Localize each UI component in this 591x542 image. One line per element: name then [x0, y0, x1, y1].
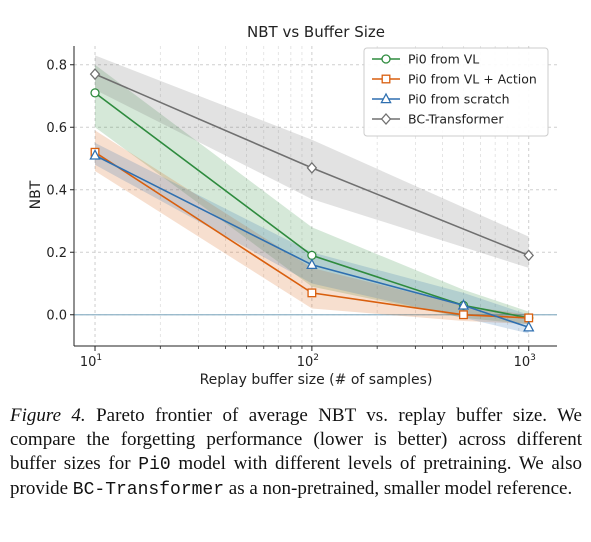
- data-point: [90, 88, 100, 98]
- data-point: [307, 288, 317, 298]
- data-point: [457, 298, 470, 310]
- legend-entry-label: Pi0 from VL + Action: [408, 72, 537, 87]
- caption-code-term: Pi0: [138, 455, 171, 475]
- data-point: [306, 161, 318, 174]
- confidence-band: [95, 130, 529, 325]
- y-tick-label: 0.2: [46, 246, 67, 261]
- y-tick-label: 0.0: [46, 308, 67, 323]
- data-point: [89, 148, 101, 160]
- x-tick-base: 10: [297, 355, 314, 370]
- legend-entry-label: Pi0 from scratch: [408, 92, 510, 107]
- legend-entry-label: Pi0 from VL: [408, 52, 479, 67]
- legend-marker: [380, 113, 392, 125]
- data-point: [307, 250, 317, 261]
- data-point: [523, 249, 535, 262]
- x-tick-base: 10: [80, 355, 97, 370]
- caption-code-term: BC-Transformer: [72, 480, 225, 500]
- series-line: [94, 154, 529, 329]
- data-point: [459, 310, 468, 320]
- y-tick-label: 0.4: [46, 183, 67, 198]
- legend-frame: [363, 47, 549, 137]
- chart-figure: NBT vs Buffer Size Replay buffer size (#…: [28, 23, 557, 388]
- figure-caption: Figure 4. Pareto frontier of average NBT…: [10, 404, 582, 502]
- x-tick-exponent: 1: [96, 353, 102, 363]
- caption-body: Pareto frontier of average NBT vs. repla…: [10, 405, 582, 500]
- data-point: [306, 258, 318, 270]
- confidence-band: [95, 64, 529, 325]
- x-tick-exponent: 2: [313, 353, 319, 363]
- data-point: [524, 313, 534, 323]
- caption-text: model with different levels of pretraini…: [10, 453, 582, 499]
- x-tick-label: 103: [514, 353, 536, 370]
- x-tick-base: 10: [514, 355, 531, 370]
- y-axis-label: NBT: [28, 180, 44, 209]
- legend-marker: [381, 74, 391, 84]
- legend: Pi0 from VL Pi0 from VL + Action Pi0 from …: [363, 47, 549, 137]
- x-tick-label: 101: [80, 353, 102, 370]
- chart-title: NBT vs Buffer Size: [247, 23, 385, 41]
- confidence-band: [95, 142, 529, 334]
- caption-text: as a non-pretrained, smaller model refer…: [224, 478, 573, 499]
- legend-entry-label: BC-Transformer: [408, 112, 504, 127]
- caption-label: Figure 4.: [10, 405, 86, 426]
- y-tick-label: 0.8: [46, 58, 67, 73]
- legend-marker: [380, 92, 392, 104]
- x-axis-label: Replay buffer size (# of samples): [200, 372, 433, 388]
- y-tick-label: 0.6: [46, 121, 67, 136]
- series-line: [94, 92, 529, 319]
- data-point: [523, 320, 535, 332]
- nbt-chart: NBT vs Buffer Size Replay buffer size (#…: [28, 23, 557, 388]
- x-tick-exponent: 3: [530, 353, 536, 363]
- caption-text: Pareto frontier of average NBT vs. repla…: [10, 405, 582, 474]
- legend-marker: [381, 54, 391, 64]
- data-point: [89, 68, 101, 81]
- confidence-band: [95, 55, 529, 268]
- x-tick-label: 102: [297, 353, 319, 370]
